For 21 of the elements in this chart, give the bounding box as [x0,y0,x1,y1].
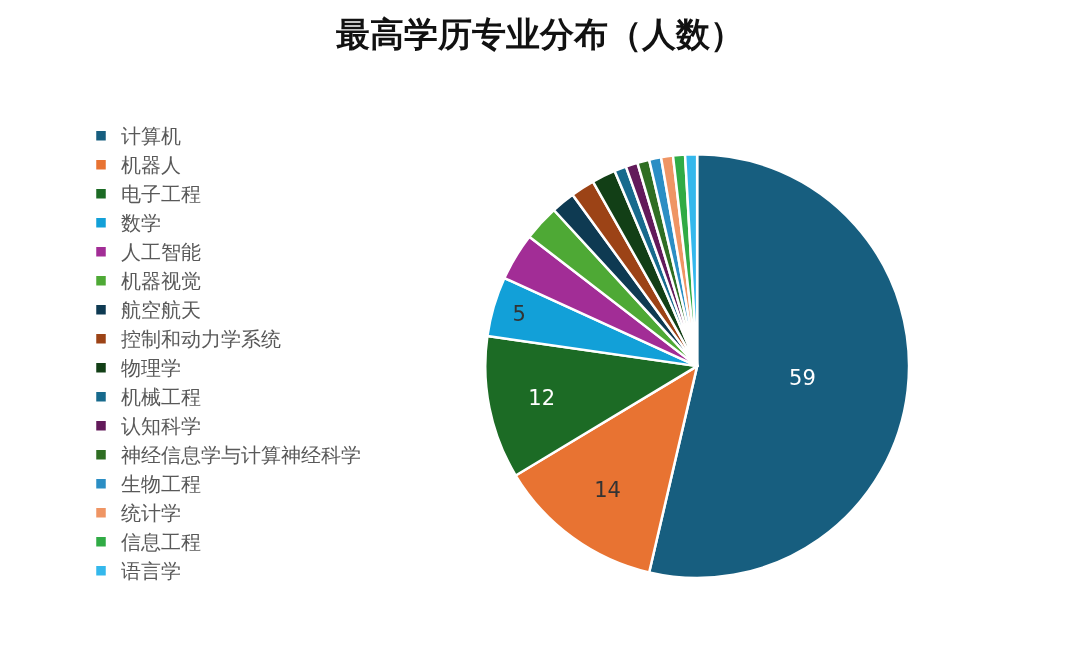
legend-label: 语言学 [121,559,181,584]
legend-label: 机器视觉 [121,269,201,294]
legend-label: 航空航天 [121,298,201,323]
legend-label: 计算机 [121,124,181,149]
legend-label: 信息工程 [121,530,201,555]
legend-label: 物理学 [121,356,181,381]
data-label: 12 [528,385,556,410]
legend-label: 数学 [121,211,161,236]
legend-label: 电子工程 [121,182,201,207]
legend-label: 生物工程 [121,472,201,497]
legend-label: 机械工程 [121,385,201,410]
legend-label: 神经信息学与计算神经科学 [121,443,361,468]
legend-label: 机器人 [121,153,181,178]
legend-label: 人工智能 [121,240,201,265]
data-label: 14 [594,477,621,502]
legend-label: 认知科学 [121,414,201,439]
chart-title: 最高学历专业分布（人数） [336,14,744,55]
data-label: 59 [789,366,816,391]
legend-label: 统计学 [121,501,181,526]
legend-label: 控制和动力学系统 [121,327,281,352]
data-label: 5 [512,301,526,326]
